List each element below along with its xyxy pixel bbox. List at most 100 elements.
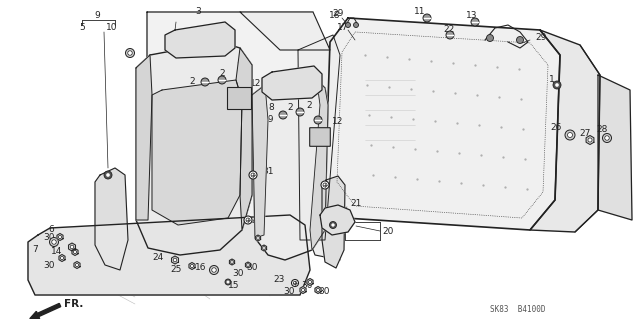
Circle shape [565, 130, 575, 140]
Circle shape [291, 279, 298, 286]
Polygon shape [240, 12, 330, 50]
Text: 13: 13 [467, 11, 477, 20]
Text: 30: 30 [284, 287, 295, 296]
Circle shape [446, 31, 454, 39]
Circle shape [106, 174, 109, 177]
Text: 9: 9 [94, 11, 100, 19]
Text: 2: 2 [287, 103, 293, 113]
Polygon shape [245, 262, 251, 268]
Text: 10: 10 [106, 24, 118, 33]
Text: 2: 2 [306, 100, 312, 109]
Polygon shape [59, 255, 65, 262]
Text: 21: 21 [350, 199, 362, 209]
Polygon shape [136, 55, 152, 220]
Text: 22: 22 [444, 26, 454, 34]
Polygon shape [262, 66, 322, 100]
Circle shape [257, 237, 259, 239]
Polygon shape [307, 278, 313, 286]
Circle shape [230, 261, 234, 263]
Polygon shape [95, 168, 128, 270]
Circle shape [605, 136, 609, 140]
Text: 18: 18 [328, 11, 340, 19]
Circle shape [201, 78, 209, 86]
Text: 2: 2 [219, 70, 225, 78]
Circle shape [568, 132, 573, 137]
Circle shape [58, 235, 61, 239]
Circle shape [323, 183, 327, 187]
Text: 30: 30 [44, 261, 55, 270]
Polygon shape [57, 234, 63, 241]
Text: FR.: FR. [64, 299, 83, 309]
Circle shape [516, 36, 524, 43]
Text: 12: 12 [250, 79, 261, 88]
Text: 4: 4 [252, 218, 258, 226]
Circle shape [125, 48, 134, 57]
Circle shape [244, 216, 252, 224]
Polygon shape [72, 249, 78, 256]
Polygon shape [136, 42, 252, 255]
Polygon shape [236, 48, 252, 230]
Circle shape [212, 268, 216, 272]
Circle shape [279, 111, 287, 119]
Polygon shape [255, 235, 260, 241]
Circle shape [423, 14, 431, 22]
Circle shape [74, 250, 77, 254]
FancyBboxPatch shape [227, 87, 251, 109]
Circle shape [321, 181, 329, 189]
Polygon shape [586, 136, 594, 145]
Polygon shape [172, 256, 179, 264]
Circle shape [301, 288, 305, 292]
Text: 30: 30 [301, 280, 313, 290]
Circle shape [246, 218, 250, 222]
Circle shape [353, 23, 358, 27]
Text: 25: 25 [171, 265, 182, 275]
Text: 14: 14 [51, 248, 62, 256]
Circle shape [104, 171, 112, 179]
Text: 15: 15 [228, 280, 239, 290]
Text: 30: 30 [318, 287, 330, 296]
Polygon shape [320, 205, 355, 235]
Text: 31: 31 [317, 183, 328, 192]
Text: 30: 30 [232, 270, 244, 278]
Circle shape [76, 263, 79, 267]
Text: 5: 5 [319, 220, 325, 229]
Polygon shape [28, 215, 310, 295]
Polygon shape [298, 35, 340, 240]
Circle shape [296, 108, 304, 116]
Circle shape [246, 263, 250, 266]
Text: 30: 30 [44, 233, 55, 241]
Text: 23: 23 [274, 276, 285, 285]
Circle shape [553, 81, 561, 89]
Circle shape [602, 133, 611, 143]
Polygon shape [252, 85, 268, 238]
Circle shape [218, 76, 226, 84]
Circle shape [486, 34, 493, 41]
Text: 11: 11 [414, 8, 426, 17]
Text: 20: 20 [382, 226, 394, 235]
Polygon shape [530, 30, 600, 232]
Polygon shape [189, 263, 195, 270]
Circle shape [70, 245, 74, 249]
Text: 7: 7 [32, 246, 38, 255]
Text: 30: 30 [246, 263, 258, 272]
Polygon shape [261, 245, 267, 251]
Polygon shape [305, 192, 345, 260]
Circle shape [227, 281, 229, 283]
Circle shape [251, 173, 255, 177]
Circle shape [332, 224, 334, 226]
Circle shape [471, 18, 479, 26]
Text: 19: 19 [262, 115, 274, 124]
Polygon shape [229, 259, 235, 265]
Polygon shape [68, 243, 76, 251]
Text: 26: 26 [550, 123, 562, 132]
Polygon shape [165, 22, 235, 58]
Text: SK83  B4100D: SK83 B4100D [490, 306, 545, 315]
Circle shape [173, 258, 177, 262]
Text: 8: 8 [268, 103, 274, 113]
Circle shape [588, 138, 592, 142]
Circle shape [191, 264, 193, 268]
Circle shape [346, 23, 351, 27]
FancyArrow shape [30, 303, 61, 319]
Text: 29: 29 [333, 10, 344, 19]
Circle shape [52, 240, 56, 244]
